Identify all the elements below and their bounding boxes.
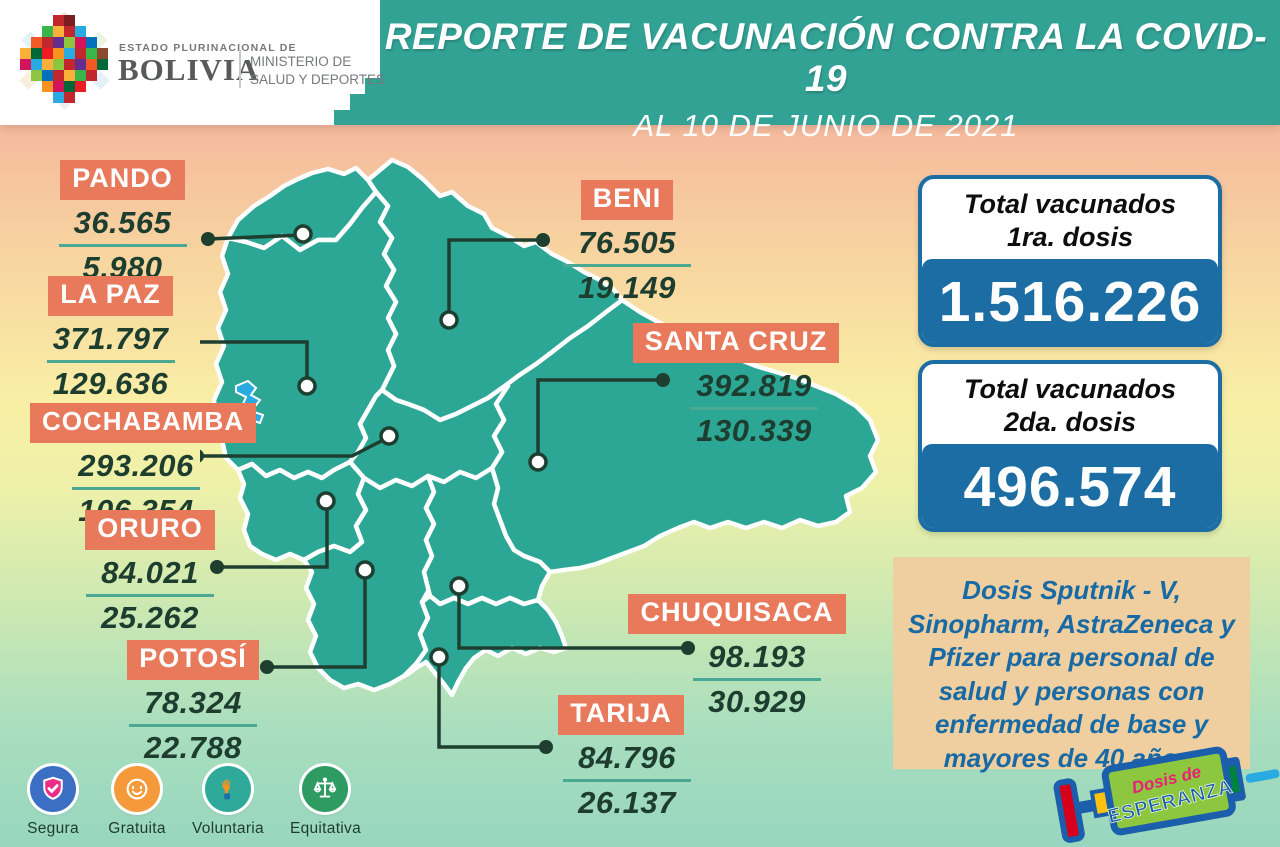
vaccine-info-box: Dosis Sputnik - V, Sinopharm, AstraZenec… [893, 557, 1250, 773]
dose-divider [58, 244, 187, 247]
smiley-icon [114, 766, 160, 812]
dept-label-pando: PANDO 36.565 5.980 [40, 160, 205, 286]
dose-divider [563, 264, 691, 267]
connector-pando [207, 233, 304, 241]
map-marker-potosi [355, 560, 375, 580]
dose-divider [563, 779, 691, 782]
bolivia-logo [19, 12, 110, 110]
page-subtitle: AL 10 DE JUNIO DE 2021 [633, 108, 1019, 143]
dose1-value: 84.021 [101, 555, 199, 590]
dept-name-badge: CHUQUISACA [628, 594, 846, 634]
dept-name-badge: POTOSÍ [127, 640, 259, 680]
bolivia-map [200, 157, 881, 754]
total-card-dose2: Total vacunados 2da. dosis 496.574 [918, 360, 1222, 532]
logo-divider [239, 50, 241, 88]
balance-scales-icon [302, 766, 349, 812]
logo-estado-text: ESTADO PLURINACIONAL DE [119, 42, 297, 54]
dose2-value: 129.636 [52, 366, 169, 401]
dose1-value: 36.565 [73, 205, 172, 240]
map-marker-chuquisaca [449, 576, 469, 596]
dose-divider [72, 487, 200, 490]
map-marker-santa-cruz [528, 452, 548, 472]
dose2-value: 25.262 [101, 600, 199, 635]
dose1-value: 78.324 [144, 685, 242, 720]
dose2-value: 30.929 [708, 684, 806, 719]
ministry-name: MINISTERIO DE SALUD Y DEPORTES [250, 54, 386, 87]
dept-name-badge: TARIJA [558, 695, 684, 735]
report-title-block: REPORTE DE VACUNACIÓN CONTRA LA COVID-19… [380, 16, 1272, 144]
dose-divider [46, 360, 175, 363]
total-dose2-value: 496.574 [922, 444, 1218, 528]
map-marker-la-paz [297, 376, 317, 396]
map-region-oruro [235, 459, 369, 563]
principle-gratuita: Gratuita [108, 766, 166, 838]
dept-name-badge: SANTA CRUZ [632, 323, 840, 363]
syringe-icon: Dosis de ESPERANZA [1053, 746, 1280, 843]
dept-label-tarija: TARIJA 84.796 26.137 [545, 695, 697, 821]
total-card-dose1: Total vacunados 1ra. dosis 1.516.226 [918, 175, 1222, 347]
dose-divider [86, 594, 214, 597]
map-region-tarija [401, 593, 569, 698]
map-connectors [200, 233, 688, 749]
dose1-value: 76.505 [578, 225, 676, 260]
dose1-value: 98.193 [708, 639, 806, 674]
dept-name-badge: LA PAZ [48, 276, 173, 316]
connector-oruro [217, 503, 329, 569]
dose-divider [693, 678, 821, 681]
connector-potosi [267, 572, 367, 669]
dose1-value: 371.797 [52, 321, 169, 356]
total-card-title: Total vacunados 1ra. dosis [963, 189, 1177, 252]
page-title: REPORTE DE VACUNACIÓN CONTRA LA COVID-19 [384, 16, 1268, 99]
dose2-value: 26.137 [578, 785, 676, 820]
connector-la-paz [200, 340, 309, 386]
dose2-value: 19.149 [578, 270, 676, 305]
dose2-value: 130.339 [696, 413, 812, 448]
dept-label-oruro: ORURO 84.021 25.262 [70, 510, 230, 636]
dept-label-beni: BENI 76.505 19.149 [548, 180, 706, 306]
dept-name-badge: ORURO [85, 510, 215, 550]
connector-tarija [437, 657, 546, 749]
map-markers [293, 224, 548, 667]
dose1-value: 84.796 [578, 740, 676, 775]
map-marker-cochabamba [379, 426, 399, 446]
raised-hand-icon [204, 766, 251, 812]
dept-name-badge: BENI [580, 180, 674, 220]
map-marker-oruro [316, 491, 336, 511]
shield-check-icon [30, 766, 76, 812]
principle-equitativa: Equitativa [290, 766, 361, 838]
dept-name-badge: PANDO [60, 160, 185, 200]
map-marker-pando [293, 224, 313, 244]
dose-divider [129, 724, 257, 727]
connector-santa-cruz [536, 378, 663, 462]
dose1-value: 293.206 [78, 448, 194, 483]
principle-segura: Segura [24, 766, 82, 838]
logo-country-name: BOLIVIA [118, 52, 260, 87]
principle-voluntaria: Voluntaria [192, 766, 264, 838]
map-marker-tarija [429, 647, 449, 667]
connector-cochabamba [200, 435, 390, 458]
connector-beni [447, 238, 543, 320]
total-card-title: Total vacunados 2da. dosis [963, 374, 1177, 437]
dept-label-la-paz: LA PAZ 371.797 129.636 [28, 276, 193, 402]
map-marker-beni [439, 310, 459, 330]
dept-label-chuquisaca: CHUQUISACA 98.193 30.929 [628, 594, 846, 720]
total-dose1-value: 1.516.226 [922, 259, 1218, 343]
header-bar: ESTADO PLURINACIONAL DE BOLIVIA MINISTER… [0, 0, 1280, 143]
label-dots [200, 232, 695, 754]
dosis-de-esperanza-logo: Dosis de ESPERANZA [1045, 728, 1280, 847]
dose-divider [690, 407, 818, 410]
dept-label-santa-cruz: SANTA CRUZ 392.819 130.339 [622, 323, 850, 449]
vaccination-principles: Segura Gratuita Voluntaria Equitativa [24, 766, 361, 838]
connector-chuquisaca [457, 586, 688, 650]
header-teal-band [334, 0, 1280, 125]
dose1-value: 392.819 [696, 368, 812, 403]
dept-name-badge: COCHABAMBA [30, 403, 257, 443]
dept-label-potosi: POTOSÍ 78.324 22.788 [118, 640, 268, 766]
dose2-value: 22.788 [144, 730, 242, 765]
